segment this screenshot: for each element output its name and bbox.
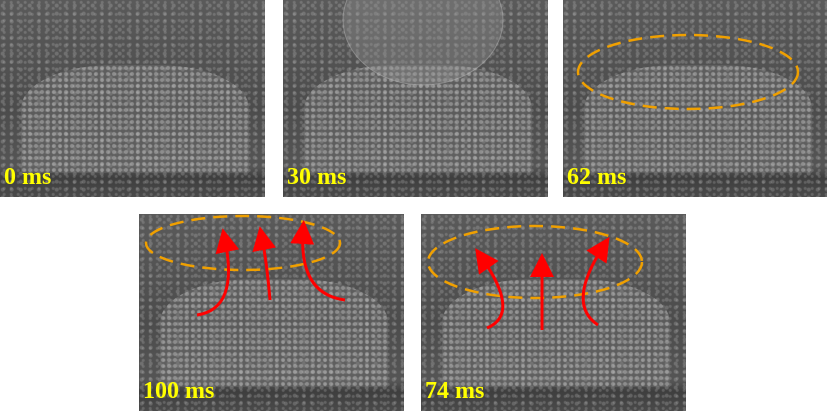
time-label: 0 ms: [4, 164, 52, 190]
time-label: 74 ms: [425, 378, 485, 404]
bubble-pile: [304, 65, 533, 174]
dashed-ellipse: [576, 33, 800, 111]
time-label: 62 ms: [567, 164, 627, 190]
red-arrow: [581, 236, 610, 327]
photo-panel-100ms: 100 ms: [139, 214, 404, 411]
droplet: [342, 0, 504, 86]
red-arrow: [475, 248, 505, 330]
bubble-pile: [160, 279, 389, 388]
time-label: 30 ms: [287, 164, 347, 190]
red-arrow: [290, 220, 346, 302]
dashed-ellipse: [426, 224, 644, 300]
time-label: 100 ms: [143, 378, 215, 404]
dashed-ellipse: [144, 214, 342, 272]
red-arrow: [252, 226, 277, 301]
bubble-pile: [21, 65, 250, 174]
photo-panel-62ms: 62 ms: [563, 0, 827, 197]
photo-panel-0ms: 0 ms: [0, 0, 265, 197]
photo-panel-30ms: 30 ms: [283, 0, 548, 197]
red-arrow: [196, 228, 240, 317]
bubble-pile: [584, 65, 813, 174]
photo-panel-74ms: 74 ms: [421, 214, 686, 411]
